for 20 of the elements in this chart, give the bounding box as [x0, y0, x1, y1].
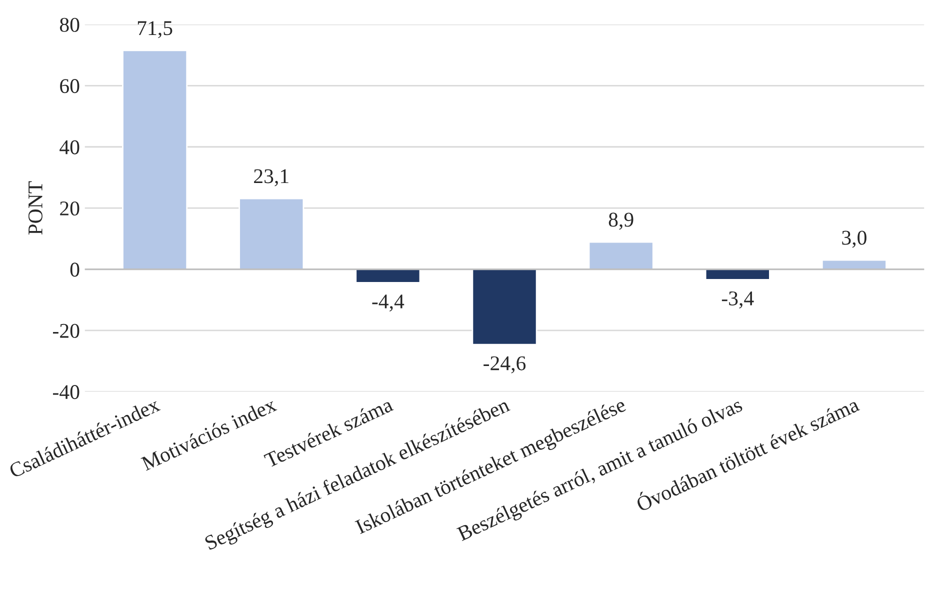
y-tick-label: 20: [60, 201, 80, 216]
y-tick-label: -20: [53, 324, 80, 338]
bar: [588, 241, 654, 270]
y-tick-label: 0: [70, 262, 80, 277]
y-axis-title: PONT: [28, 181, 42, 235]
bar: [355, 268, 421, 284]
y-tick-label: 80: [60, 18, 80, 32]
data-label: 8,9: [608, 212, 634, 230]
data-label: 3,0: [842, 230, 866, 248]
y-tick-label: 40: [60, 140, 80, 154]
bar: [238, 198, 304, 270]
data-label: -24,6: [484, 356, 526, 374]
y-tick-label: 60: [60, 79, 80, 94]
bar: [472, 268, 538, 346]
bar: [122, 50, 188, 270]
data-label: -4,4: [372, 294, 404, 312]
data-label: 71,5: [138, 21, 172, 38]
y-tick-label: -40: [53, 385, 80, 400]
data-label: -3,4: [722, 291, 754, 308]
data-label: 23,1: [254, 169, 288, 186]
